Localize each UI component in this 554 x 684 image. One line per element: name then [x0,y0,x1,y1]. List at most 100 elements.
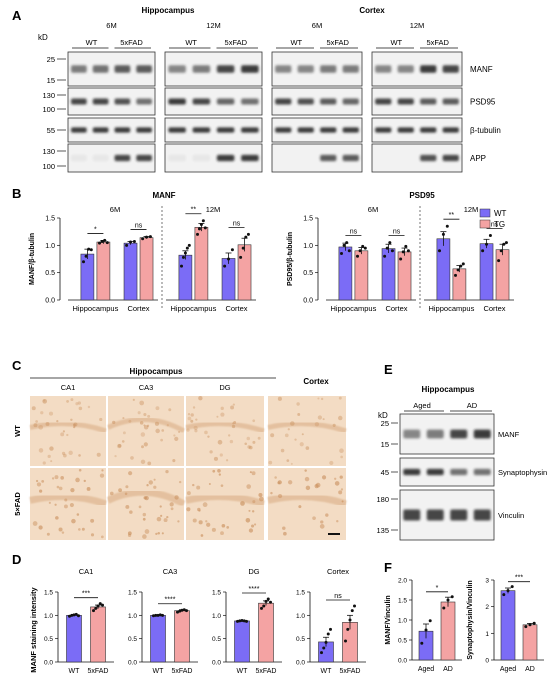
blot-app-band [168,154,186,162]
y-tick-label: 1.0 [398,618,407,625]
y-tick-label: 0.0 [296,660,305,667]
ad-point [446,598,450,602]
stained-cell [49,446,54,451]
tg-point [456,268,460,272]
stained-cell [62,430,66,433]
significance-label: ns [491,221,499,228]
stained-cell [100,535,104,539]
stained-cell [226,526,230,529]
blot-tubulin-band [442,127,459,133]
stained-cell [155,406,160,411]
significance-label: **** [165,597,176,604]
aged-header: Aged [413,401,431,410]
panel-c-cortex-title: Cortex [303,377,329,386]
stained-cell [228,434,231,437]
tissue-image [186,468,264,540]
stained-cell [339,448,344,454]
x-tick-label: 5xFAD [255,668,276,675]
stained-cell [31,406,36,411]
stained-cell [154,421,160,426]
stained-cell [320,397,324,401]
significance-label: *** [82,591,90,598]
stained-cell [340,455,343,459]
y-tick-label: 1.5 [212,590,221,597]
tg-point [266,597,270,601]
stained-cell [86,487,91,491]
y-tick-label: 0.5 [128,636,137,643]
tg-point [203,226,207,230]
stained-cell [55,516,59,520]
stained-cell [61,451,66,455]
protein-label: PSD95 [470,98,496,107]
panel-a-letter: A [12,8,22,23]
stained-cell [66,433,69,437]
stained-cell [294,438,297,441]
stained-cell [87,405,91,409]
wt-bar [150,615,166,663]
wt-point [187,243,191,247]
blot-app-band [192,154,211,162]
panel-a-cortex-title: Cortex [359,6,385,15]
mw-marker: 25 [47,55,55,64]
stained-cell [112,420,116,425]
stained-cell [45,422,50,426]
blot-tubulin-band [397,127,414,133]
blot-tubulin-band [342,127,359,133]
legend-tg-swatch [479,219,491,229]
tg-point [356,254,359,258]
stained-cell [153,478,156,481]
blot-app-band [114,154,131,162]
wt-point [441,232,445,236]
significance-label: * [94,226,97,233]
wt-point [87,247,91,251]
stained-cell [277,493,283,499]
stained-cell [220,412,225,417]
stained-cell [90,518,95,523]
chart-title: CA1 [79,567,94,576]
stained-cell [76,513,80,516]
stained-cell [127,531,132,536]
wt-point [390,249,394,253]
age-label: 12M [410,21,425,30]
stained-cell [143,496,147,500]
blot-app-band [320,154,337,162]
tg-point [344,639,347,643]
stained-cell [142,534,147,539]
wt-point [230,248,234,252]
tg-bar [495,249,510,301]
x-tick-label: Aged [418,666,434,673]
protein-label: MANF [470,65,493,74]
stained-cell [248,445,253,450]
stained-cell [130,456,134,460]
stained-cell [138,505,142,509]
x-tick-label: AD [525,666,535,673]
stained-cell [159,505,162,508]
stained-cell [252,500,256,504]
tg-bar [354,250,369,301]
stained-cell [63,504,68,509]
fad-header: 5xFAD [120,38,143,47]
stained-cell [140,432,146,437]
y-tick-label: 0.5 [398,638,407,645]
blot-tubulin-band [114,127,131,133]
blot-tubulin-band [216,127,235,133]
wt-point [322,646,326,650]
tg-point [404,244,408,248]
y-axis-label: Synaptophysin/Vinculin [467,580,474,659]
y-tick-label: 1.5 [128,590,137,597]
mw-marker: 130 [42,91,55,100]
panel-d-charts: CA1 0.0 0.5 1.0 1.5 *** WT 5xFAD CA3 0.0 0.5 1.0 1.5… [44,567,366,675]
tg-point [141,237,145,241]
stained-cell [161,429,165,432]
stained-cell [99,473,105,478]
stained-cell [219,453,223,457]
stained-cell [329,460,334,466]
stained-cell [338,396,342,400]
stained-cell [153,485,157,489]
tg-point [499,249,503,253]
y-tick-label: 0.5 [303,270,313,277]
blot-manf-band [342,65,359,73]
wt-point [68,614,71,618]
stained-cell [39,489,43,493]
stained-cell [246,436,251,441]
